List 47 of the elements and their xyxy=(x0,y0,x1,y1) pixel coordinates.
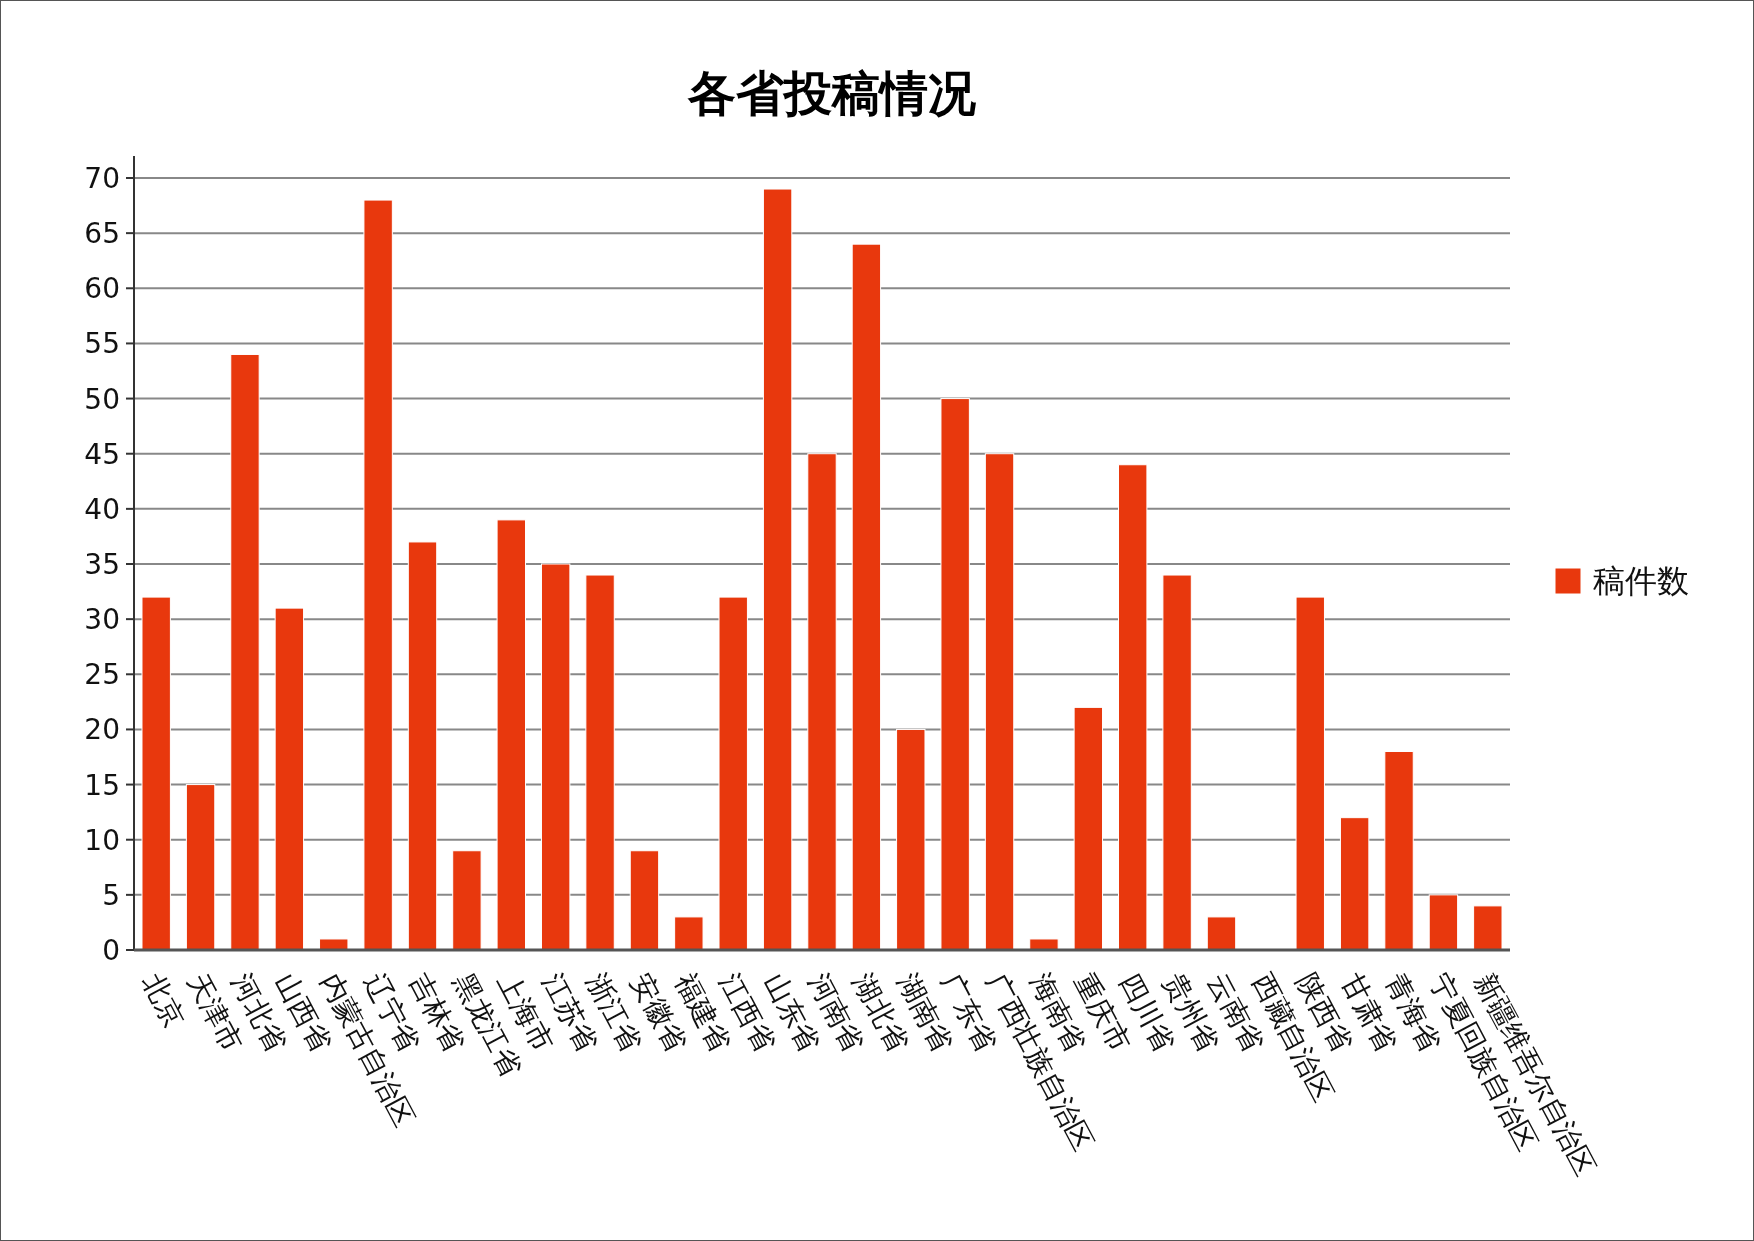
bar xyxy=(141,596,171,951)
bar xyxy=(1073,706,1104,951)
y-tick-label: 60 xyxy=(84,272,120,306)
y-tick-label: 5 xyxy=(102,878,120,912)
bar xyxy=(718,596,748,951)
bar xyxy=(1295,596,1325,951)
y-tick-label: 45 xyxy=(84,437,120,471)
bar xyxy=(496,519,526,951)
bar xyxy=(1118,464,1148,951)
y-tick-label: 55 xyxy=(84,327,120,361)
y-tick-label: 0 xyxy=(102,934,120,967)
bar xyxy=(540,563,571,951)
y-tick-label: 65 xyxy=(84,217,120,251)
bar xyxy=(319,938,349,951)
legend-label: 稿件数 xyxy=(1593,562,1689,600)
bar xyxy=(940,398,970,951)
bar xyxy=(629,850,660,951)
bar xyxy=(230,353,260,951)
y-tick-label: 10 xyxy=(84,823,120,857)
y-tick-label: 15 xyxy=(84,768,120,802)
bar xyxy=(363,199,393,951)
bar xyxy=(1339,817,1370,951)
bar xyxy=(1029,938,1059,951)
y-tick-label: 30 xyxy=(84,603,120,637)
y-tick-label: 25 xyxy=(84,658,120,692)
chart-title: 各省投稿情况 xyxy=(687,65,976,121)
y-tick-label: 40 xyxy=(84,492,120,526)
bar xyxy=(407,541,438,951)
bar xyxy=(185,784,216,951)
bar xyxy=(1206,916,1237,951)
bar xyxy=(807,453,837,951)
bar xyxy=(984,453,1015,951)
bar xyxy=(762,188,793,951)
bar xyxy=(1384,750,1414,951)
bar xyxy=(452,850,482,951)
y-tick-label: 70 xyxy=(84,162,120,195)
y-tick-label: 20 xyxy=(84,713,120,747)
bar xyxy=(1428,894,1459,951)
y-tick-label: 35 xyxy=(84,548,120,581)
bar xyxy=(274,607,305,951)
bar xyxy=(585,574,615,951)
y-tick-label: 50 xyxy=(84,382,120,416)
bar xyxy=(1162,574,1192,951)
bar xyxy=(674,916,704,951)
bar xyxy=(851,243,882,951)
bar xyxy=(896,728,926,951)
bar xyxy=(1473,905,1503,951)
